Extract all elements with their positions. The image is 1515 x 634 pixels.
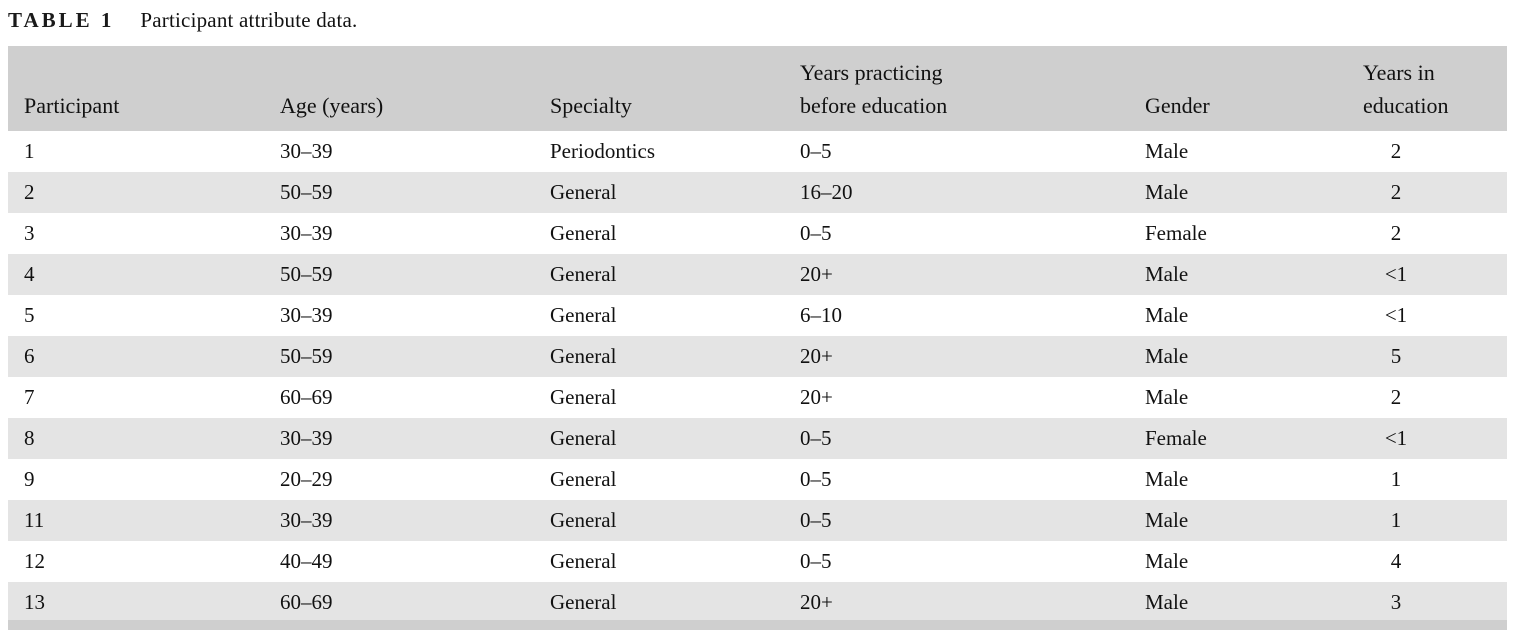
cell-years-practicing: 20+ — [800, 582, 1145, 623]
cell-years-practicing: 20+ — [800, 254, 1145, 295]
cell-age: 20–29 — [280, 467, 333, 491]
cell-years-in-education: 3 — [1332, 582, 1507, 623]
cell-gender: Male — [1145, 172, 1332, 213]
cell-specialty: General — [550, 418, 800, 459]
cell-age: 30–39 — [280, 418, 550, 459]
col-header-age: Age (years) — [280, 46, 550, 131]
participant-attribute-table: Participant Age (years) Specialty Years … — [8, 46, 1507, 623]
cell-years-practicing: 20+ — [800, 385, 833, 409]
cell-participant: 1 — [24, 139, 35, 163]
cell-age: 60–69 — [280, 385, 333, 409]
header-row: Participant Age (years) Specialty Years … — [8, 46, 1507, 131]
cell-participant: 9 — [24, 467, 35, 491]
cell-participant: 13 — [8, 582, 280, 623]
table-row: 13 60–69 General 20+ Male 3 — [8, 582, 1507, 623]
cell-years-in-education: 4 — [1390, 549, 1402, 573]
cell-years-in-education: <1 — [1332, 418, 1507, 459]
cell-specialty: General — [550, 467, 617, 491]
table-row: 4 50–59 General 20+ Male <1 — [8, 254, 1507, 295]
table-row: 3 30–39 General 0–5 Female 2 — [8, 213, 1507, 254]
cell-participant: 11 — [8, 500, 280, 541]
col-header-years-practicing: Years practicing before education — [800, 46, 1145, 131]
cell-participant: 7 — [24, 385, 35, 409]
cell-specialty: General — [550, 303, 617, 327]
cell-gender: Male — [1145, 467, 1189, 491]
cell-years-practicing: 0–5 — [800, 467, 832, 491]
table-caption-text: Participant attribute data. — [140, 8, 358, 32]
table-row: 8 30–39 General 0–5 Female <1 — [8, 418, 1507, 459]
cell-years-practicing: 6–10 — [800, 303, 842, 327]
col-header-participant: Participant — [8, 46, 280, 131]
cell-gender: Male — [1145, 385, 1189, 409]
table-row: 9 20–29 General 0–5 Male 1 — [8, 459, 1507, 500]
cell-specialty: General — [550, 500, 800, 541]
table-row: 12 40–49 General 0–5 Male 4 — [8, 541, 1507, 582]
cell-participant: 5 — [24, 303, 35, 327]
cell-gender: Male — [1145, 549, 1189, 573]
cell-participant: 4 — [8, 254, 280, 295]
cell-years-in-education: 2 — [1390, 385, 1402, 409]
cell-years-practicing: 20+ — [800, 336, 1145, 377]
table-row: 7 60–69 General 20+ Male 2 — [8, 377, 1507, 418]
cell-years-in-education: <1 — [1332, 254, 1507, 295]
table-row: 11 30–39 General 0–5 Male 1 — [8, 500, 1507, 541]
table-header: Participant Age (years) Specialty Years … — [8, 46, 1507, 131]
table-body: 1 30–39 Periodontics 0–5 Male 2 2 50–59 … — [8, 131, 1507, 623]
cell-years-practicing: 0–5 — [800, 549, 832, 573]
cell-age: 30–39 — [280, 303, 333, 327]
col-header-gender: Gender — [1145, 46, 1332, 131]
cell-age: 40–49 — [280, 549, 333, 573]
cell-specialty: General — [550, 254, 800, 295]
table-caption: TABLE 1 Participant attribute data. — [8, 8, 357, 42]
cell-specialty: General — [550, 582, 800, 623]
cell-years-in-education: <1 — [1384, 303, 1408, 327]
cell-years-in-education: 2 — [1390, 139, 1402, 163]
cell-years-in-education: 5 — [1332, 336, 1507, 377]
cell-age: 50–59 — [280, 336, 550, 377]
cell-specialty: General — [550, 336, 800, 377]
cell-age: 30–39 — [280, 139, 333, 163]
cell-participant: 8 — [8, 418, 280, 459]
cell-participant: 3 — [24, 221, 35, 245]
cell-age: 50–59 — [280, 172, 550, 213]
cell-age: 30–39 — [280, 500, 550, 541]
table-label: TABLE 1 — [8, 8, 115, 32]
cell-specialty: General — [550, 385, 617, 409]
cell-years-practicing: 0–5 — [800, 500, 1145, 541]
cell-specialty: General — [550, 549, 617, 573]
col-header-specialty: Specialty — [550, 46, 800, 131]
cell-years-practicing: 0–5 — [800, 221, 832, 245]
cell-specialty: General — [550, 221, 617, 245]
cell-years-in-education: 2 — [1332, 172, 1507, 213]
cell-years-practicing: 16–20 — [800, 172, 1145, 213]
cell-gender: Female — [1145, 221, 1207, 245]
table-bottom-rule — [8, 620, 1507, 630]
cell-age: 30–39 — [280, 221, 333, 245]
cell-gender: Female — [1145, 418, 1332, 459]
cell-participant: 6 — [8, 336, 280, 377]
cell-gender: Male — [1145, 254, 1332, 295]
cell-gender: Male — [1145, 500, 1332, 541]
cell-years-in-education: 1 — [1390, 467, 1402, 491]
cell-specialty: General — [550, 172, 800, 213]
cell-participant: 12 — [24, 549, 45, 573]
table-row: 6 50–59 General 20+ Male 5 — [8, 336, 1507, 377]
cell-participant: 2 — [8, 172, 280, 213]
cell-gender: Male — [1145, 303, 1189, 327]
cell-years-practicing: 0–5 — [800, 139, 832, 163]
cell-years-practicing: 0–5 — [800, 418, 1145, 459]
cell-years-in-education: 1 — [1332, 500, 1507, 541]
table-row: 5 30–39 General 6–10 Male <1 — [8, 295, 1507, 336]
col-header-years-in-education: Years in education — [1332, 46, 1507, 131]
cell-years-in-education: 2 — [1390, 221, 1402, 245]
cell-specialty: Periodontics — [550, 139, 655, 163]
cell-gender: Male — [1145, 582, 1332, 623]
table-row: 2 50–59 General 16–20 Male 2 — [8, 172, 1507, 213]
cell-age: 50–59 — [280, 254, 550, 295]
cell-gender: Male — [1145, 336, 1332, 377]
table-row: 1 30–39 Periodontics 0–5 Male 2 — [8, 131, 1507, 172]
cell-age: 60–69 — [280, 582, 550, 623]
cell-gender: Male — [1145, 139, 1189, 163]
